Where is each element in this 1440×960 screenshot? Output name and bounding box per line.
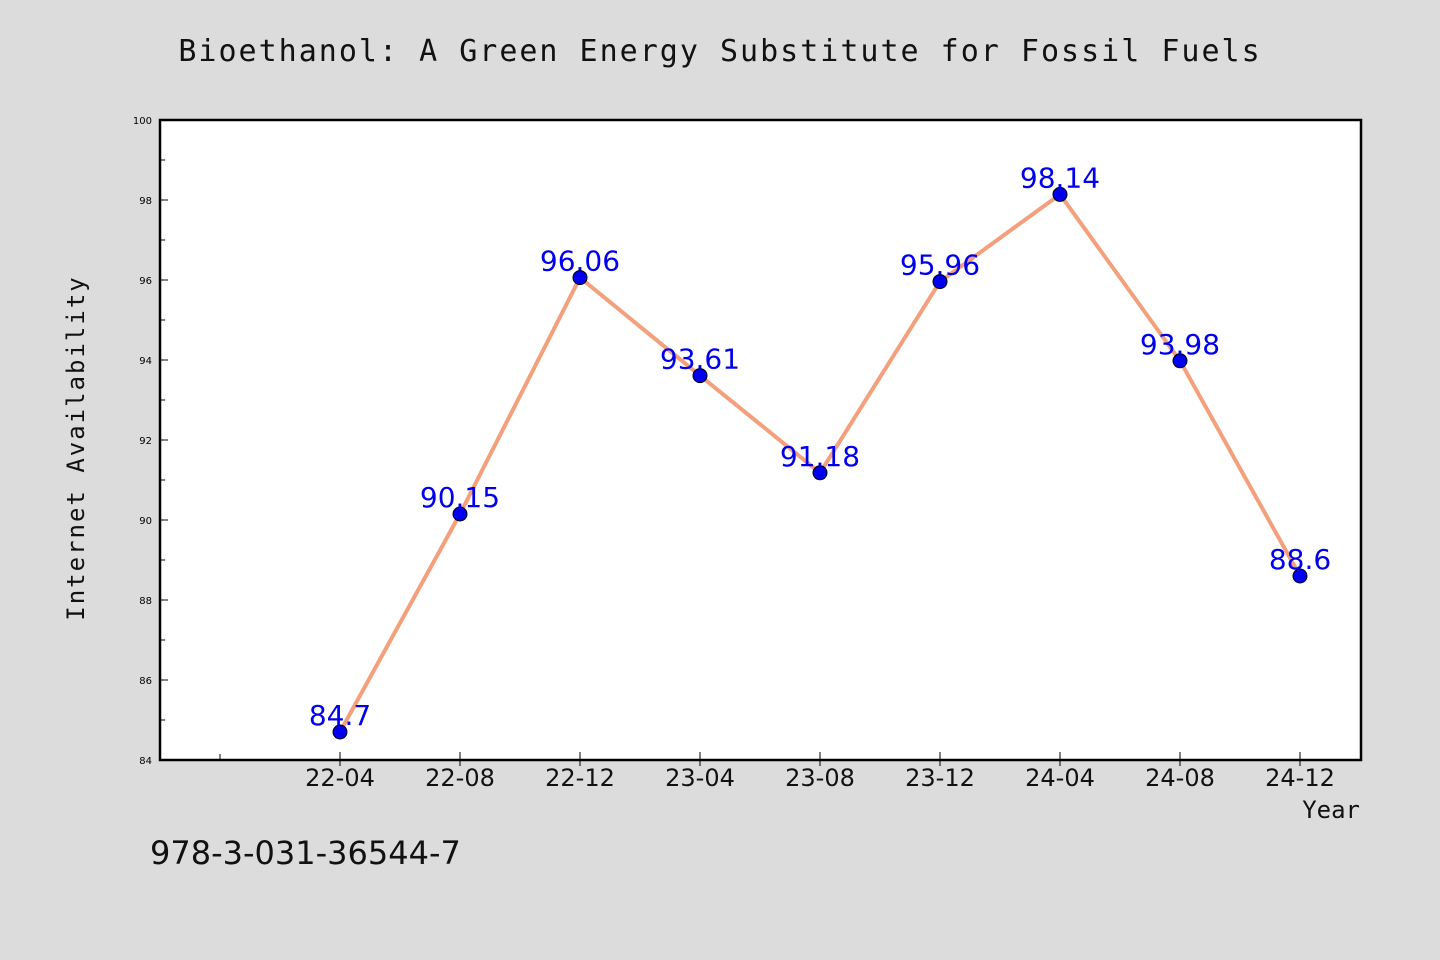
data-point xyxy=(1052,186,1068,202)
chart-title: Bioethanol: A Green Energy Substitute fo… xyxy=(178,34,1262,69)
x-tick-label: 23-12 xyxy=(905,764,975,792)
data-label: 96.06 xyxy=(540,245,620,278)
data-point xyxy=(1292,568,1308,584)
x-tick-label: 23-04 xyxy=(665,764,735,792)
data-point xyxy=(932,274,948,290)
y-tick-label: 88 xyxy=(139,596,152,607)
x-tick-label: 22-08 xyxy=(425,764,495,792)
y-tick-label: 98 xyxy=(139,196,152,207)
data-point xyxy=(1172,353,1188,369)
y-tick-label: 100 xyxy=(133,116,152,127)
y-tick-label: 94 xyxy=(139,356,152,367)
x-tick-label: 22-12 xyxy=(545,764,615,792)
x-axis-label: Year xyxy=(1302,796,1360,824)
data-label: 95.96 xyxy=(900,249,980,282)
data-point xyxy=(692,368,708,384)
isbn-text: 978-3-031-36544-7 xyxy=(150,834,461,872)
data-point xyxy=(332,724,348,740)
data-label: 90.15 xyxy=(420,481,500,514)
data-label: 84.7 xyxy=(309,699,371,732)
data-label: 93.98 xyxy=(1140,328,1220,361)
x-tick-label: 24-04 xyxy=(1025,764,1095,792)
data-label: 98.14 xyxy=(1020,161,1100,194)
data-label: 93.61 xyxy=(660,343,740,376)
y-tick-label: 86 xyxy=(139,676,152,687)
y-tick-label: 92 xyxy=(139,436,152,447)
y-tick-label: 84 xyxy=(139,756,152,767)
x-tick-label: 24-08 xyxy=(1145,764,1215,792)
y-axis-label: Internet Availability xyxy=(62,275,90,621)
x-tick-label: 24-12 xyxy=(1265,764,1335,792)
x-tick-label: 22-04 xyxy=(305,764,375,792)
plot-area xyxy=(160,120,1361,760)
y-tick-label: 90 xyxy=(139,516,152,527)
data-point xyxy=(812,465,828,481)
y-tick-label: 96 xyxy=(139,276,152,287)
data-point xyxy=(572,270,588,286)
data-point xyxy=(452,506,468,522)
x-tick-label: 23-08 xyxy=(785,764,855,792)
plot-frame xyxy=(158,118,1363,762)
data-label: 88.6 xyxy=(1269,543,1331,576)
data-label: 91.18 xyxy=(780,440,860,473)
